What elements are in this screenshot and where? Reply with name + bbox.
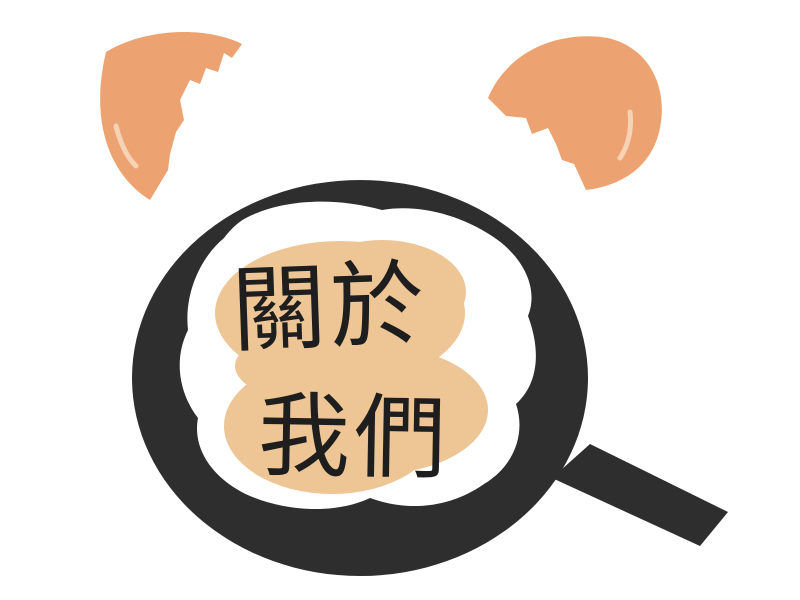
heading-line-2: 我們 — [257, 382, 451, 493]
egg-yolk — [215, 240, 488, 494]
fried-egg-icon — [179, 201, 536, 510]
eggshell-left-icon — [100, 32, 243, 200]
eggshell-right-icon — [488, 36, 662, 191]
heading-line-1: 關於 — [230, 250, 430, 367]
pan-handle — [552, 444, 728, 546]
